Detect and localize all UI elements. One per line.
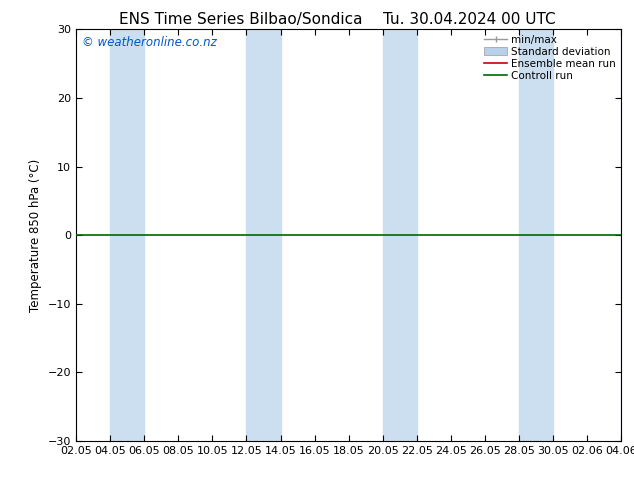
Text: Tu. 30.04.2024 00 UTC: Tu. 30.04.2024 00 UTC bbox=[383, 12, 555, 27]
Text: ENS Time Series Bilbao/Sondica: ENS Time Series Bilbao/Sondica bbox=[119, 12, 363, 27]
Bar bbox=[621, 29, 634, 441]
Bar bbox=[110, 29, 144, 441]
Bar bbox=[247, 29, 280, 441]
Bar bbox=[383, 29, 417, 441]
Y-axis label: Temperature 850 hPa (°C): Temperature 850 hPa (°C) bbox=[29, 159, 42, 312]
Bar bbox=[519, 29, 553, 441]
Text: © weatheronline.co.nz: © weatheronline.co.nz bbox=[82, 36, 216, 49]
Legend: min/max, Standard deviation, Ensemble mean run, Controll run: min/max, Standard deviation, Ensemble me… bbox=[482, 32, 618, 83]
